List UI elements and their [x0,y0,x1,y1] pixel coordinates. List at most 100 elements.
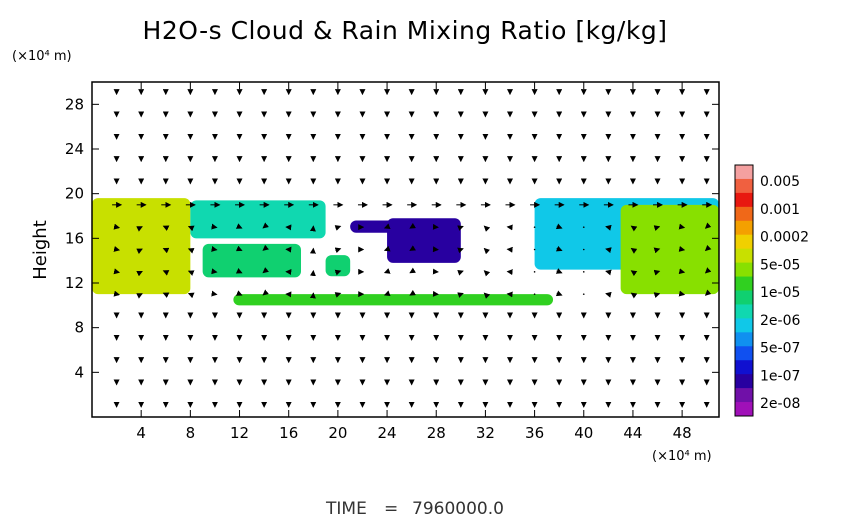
wind-vector [605,247,612,254]
wind-vector [211,290,218,297]
x-tick-label: 16 [279,424,298,442]
y-tick-label: 12 [65,274,84,292]
y-tick-label: 28 [65,95,84,113]
wind-vector [506,224,513,231]
colorbar-swatch [735,374,753,389]
wind-vector [334,225,342,231]
wind-vector [235,268,243,274]
wind-vector [136,226,143,232]
x-tick-label: 44 [623,424,642,442]
wind-vector-dot [533,248,536,251]
wind-vector [630,225,638,232]
wind-vector [334,247,342,254]
x-tick-label: 40 [574,424,593,442]
wind-vector [262,222,269,229]
wind-vector [235,290,243,296]
wind-vector-dot [533,293,536,295]
wind-vector [678,268,686,275]
x-tick-label: 32 [476,424,495,442]
wind-vector [235,245,243,252]
colorbar-swatch [735,402,753,417]
y-tick-label: 24 [65,140,84,158]
x-tick-label: 8 [186,424,196,442]
x-tick-label: 28 [427,424,446,442]
wind-vector [383,223,391,230]
time-label: TIME [325,499,367,519]
time-equals: = [384,499,398,519]
wind-vector-dot [533,226,536,228]
colorbar-swatch [735,165,753,180]
x-axis-ticks: 4 8 12 16 20 24 28 32 36 40 44 48 [136,82,692,442]
wind-vector [457,247,464,254]
y-tick-label: 8 [74,319,84,337]
wind-vector [506,291,513,298]
wind-vector [113,223,121,230]
y-axis-ticks: 4 8 12 16 20 24 28 [65,95,719,381]
wind-vector-dot [582,293,585,295]
wind-vector [630,270,638,277]
wind-vector [483,292,491,299]
wind-vector [605,224,612,231]
wind-vector [136,270,143,277]
colorbar-swatch [735,360,753,375]
wind-vector-dot [582,248,585,251]
wind-vector [136,248,143,254]
colorbar-frame [734,164,754,417]
mixing-ratio-region-0 [92,198,191,295]
colorbar-swatch [735,332,753,347]
colorbar-label: 1e-05 [760,285,800,301]
wind-vector [334,292,342,298]
mixing-ratio-fields [92,198,719,306]
wind-vector [457,269,464,276]
colorbar-swatch [735,290,753,305]
y-tick-label: 20 [65,185,84,203]
colorbar-swatch [735,318,753,333]
x-tick-label: 4 [136,424,146,442]
wind-vector [704,244,712,252]
x-tick-label: 36 [525,424,544,442]
wind-vector [630,247,638,254]
wind-vector [162,270,170,276]
wind-vector [704,267,712,274]
colorbar-swatch [735,346,753,361]
wind-vector [678,290,686,297]
wind-vector [457,225,464,231]
wind-vector [383,245,391,252]
chart-title: H2O-s Cloud & Rain Mixing Ratio [kg/kg] [143,16,668,45]
wind-vector [113,290,121,297]
colorbar-label: 2e-06 [760,313,800,329]
wind-vector [605,291,612,298]
wind-vector [704,289,712,296]
wind-vector [704,222,712,229]
wind-vector [653,292,661,298]
wind-vector-dot [582,226,585,228]
wind-vector [162,225,170,231]
wind-vector [678,223,686,230]
wind-vector [211,268,218,275]
wind-vector [235,223,243,229]
wind-vector [653,269,661,276]
wind-vector [555,245,563,252]
colorbar-label: 1e-07 [760,368,800,384]
wind-vector [162,247,170,254]
mixing-ratio-region-5 [387,218,461,263]
wind-vector [113,268,121,275]
x-tick-label: 12 [230,424,249,442]
wind-vector-field [112,89,713,408]
wind-vector [162,292,170,298]
mixing-ratio-region-1 [190,200,326,239]
wind-vector [555,223,563,230]
wind-vector [136,293,143,299]
wind-vector [506,269,513,276]
colorbar-swatch [735,262,753,278]
wind-vector [555,268,563,274]
wind-vector [187,292,195,299]
time-readout: TIME = 7960000.0 [325,499,504,519]
y-axis-label: Height [30,220,51,280]
colorbar: 0.005 0.001 0.0002 5e-05 1e-05 2e-06 5e-07 1e-0… [734,164,809,417]
wind-vector [113,246,121,252]
colorbar-swatch [735,178,753,194]
wind-vector [262,289,269,296]
colorbar-swatch [735,276,753,291]
